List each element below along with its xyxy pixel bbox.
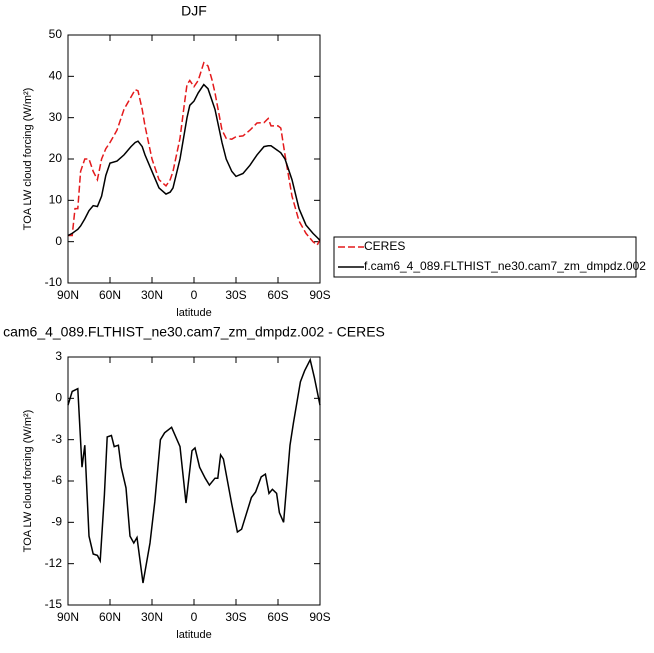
chart-title: DJF — [181, 3, 207, 19]
y-tick-label: 50 — [49, 27, 63, 41]
plot-frame — [67, 34, 321, 284]
y-tick-label: 3 — [55, 349, 62, 363]
y-tick-label: -9 — [51, 515, 62, 529]
x-tick-label: 60N — [99, 610, 121, 624]
x-axis-label: latitude — [176, 307, 211, 319]
data-line — [67, 357, 321, 584]
y-tick-label: 10 — [49, 193, 63, 207]
y-tick-label: -3 — [51, 432, 62, 446]
y-tick-label: -6 — [51, 473, 62, 487]
x-tick-label: 30N — [141, 610, 163, 624]
x-tick-label: 0 — [191, 288, 198, 302]
data-line — [67, 83, 321, 241]
chart-title: cam6_4_089.FLTHIST_ne30.cam7_zm_dmpdz.00… — [3, 324, 385, 340]
x-tick-label: 90S — [309, 610, 330, 624]
x-tick-label: 0 — [191, 610, 198, 624]
y-tick-label: 40 — [49, 69, 63, 83]
y-tick-label: -15 — [45, 597, 63, 611]
x-tick-label: 30S — [225, 610, 246, 624]
y-tick-label: 0 — [55, 234, 62, 248]
x-tick-label: 30S — [225, 288, 246, 302]
x-tick-label: 90N — [57, 288, 79, 302]
x-axis-label: latitude — [176, 629, 211, 641]
x-tick-label: 60S — [267, 288, 288, 302]
x-tick-label: 90N — [57, 610, 79, 624]
y-tick-label: -12 — [45, 556, 63, 570]
y-tick-label: 0 — [55, 391, 62, 405]
y-axis-label: TOA LW cloud forcing (W/m²) — [22, 410, 34, 553]
x-tick-label: 30N — [141, 288, 163, 302]
x-tick-label: 90S — [309, 288, 330, 302]
y-tick-label: -10 — [45, 275, 63, 289]
x-tick-label: 60S — [267, 610, 288, 624]
legend-box — [333, 236, 637, 278]
data-line — [68, 61, 321, 247]
y-tick-label: 20 — [49, 151, 63, 165]
y-axis-label: TOA LW cloud forcing (W/m²) — [22, 88, 34, 231]
x-tick-label: 60N — [99, 288, 121, 302]
y-tick-label: 30 — [49, 110, 63, 124]
legend-label: f.cam6_4_089.FLTHIST_ne30.cam7_zm_dmpdz.… — [364, 259, 646, 273]
legend-label: CERES — [364, 239, 405, 253]
plot-frame — [67, 356, 321, 606]
